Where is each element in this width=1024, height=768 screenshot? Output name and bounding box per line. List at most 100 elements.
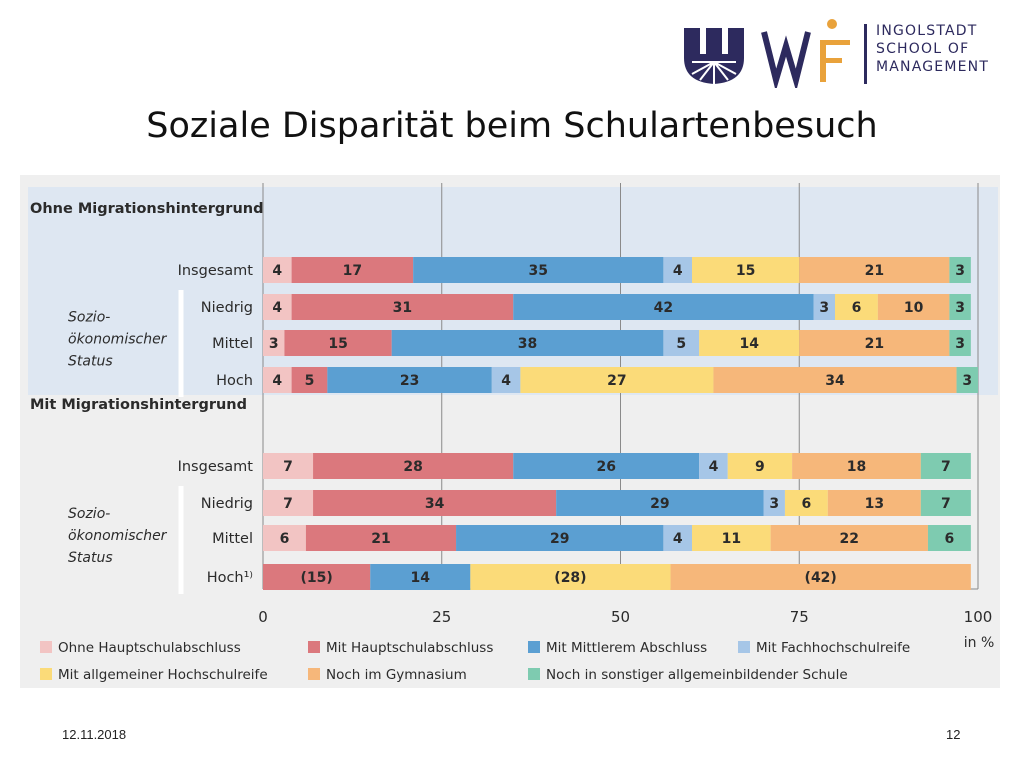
bar-segment (513, 294, 814, 320)
status-sublabel: Status (68, 354, 113, 370)
status-sublabel: Sozio- (68, 506, 110, 522)
x-tick-label: 25 (432, 608, 451, 626)
legend-label: Mit Fachhochschulreife (756, 640, 910, 656)
wif-monogram (761, 19, 850, 88)
bar-segment (263, 257, 292, 283)
bar-segment (713, 367, 957, 393)
data-label: 3 (955, 336, 965, 352)
bar-segment (949, 330, 971, 356)
bar-segment (263, 525, 306, 551)
data-label: 7 (283, 496, 293, 512)
legend-swatch (528, 641, 540, 653)
bar-segment (763, 490, 785, 516)
footer-date: 12.11.2018 (62, 727, 127, 742)
data-label: 3 (955, 300, 965, 316)
x-tick-label: 100 (964, 608, 993, 626)
bar-segment (927, 525, 971, 551)
data-label: 4 (272, 263, 282, 279)
data-label: 15 (736, 263, 755, 279)
row-label: Hoch (216, 373, 253, 389)
bar-segment (920, 490, 971, 516)
data-label: 3 (962, 373, 972, 389)
shield-icon (684, 28, 744, 84)
data-label: 5 (676, 336, 686, 352)
bar-segment (263, 453, 314, 479)
data-label: 6 (280, 531, 290, 547)
data-label: 27 (607, 373, 626, 389)
bar-segment (920, 453, 971, 479)
x-tick-label: 75 (790, 608, 809, 626)
data-label: 29 (550, 531, 569, 547)
x-tick-label: 50 (611, 608, 630, 626)
data-label: 42 (654, 300, 673, 316)
bar-segment (263, 564, 371, 590)
bar-segment (556, 490, 764, 516)
data-label: 4 (673, 263, 683, 279)
bar-segment (784, 490, 828, 516)
data-label: 38 (518, 336, 537, 352)
bar-segment (327, 367, 492, 393)
data-label: 34 (825, 373, 845, 389)
legend-swatch (308, 641, 320, 653)
data-label: 4 (501, 373, 511, 389)
bar-segment (699, 330, 800, 356)
data-label: 22 (840, 531, 859, 547)
data-label: 4 (272, 300, 282, 316)
x-tick-label: 0 (258, 608, 268, 626)
row-label: Niedrig (201, 300, 253, 316)
data-label: 11 (722, 531, 741, 547)
data-label: 6 (802, 496, 812, 512)
bar-segment (813, 294, 835, 320)
bar-segment (692, 525, 771, 551)
status-sublabel: Status (68, 550, 113, 566)
bar-segment (263, 490, 314, 516)
logo-wordmark: INGOLSTADT SCHOOL OF MANAGEMENT (876, 22, 1006, 76)
data-label: 3 (819, 300, 829, 316)
bar-segment (692, 257, 800, 283)
data-label: 21 (371, 531, 390, 547)
data-label: 7 (283, 459, 293, 475)
bar-segment (456, 525, 664, 551)
data-label: 4 (673, 531, 683, 547)
bar-segment (770, 525, 928, 551)
legend-label: Mit Hauptschulabschluss (326, 640, 493, 656)
page-number: 12 (946, 727, 961, 742)
legend-swatch (528, 668, 540, 680)
legend-label: Ohne Hauptschulabschluss (58, 640, 241, 656)
data-label: 34 (425, 496, 445, 512)
legend-label: Noch im Gymnasium (326, 667, 467, 683)
group-band-background (28, 187, 998, 395)
row-label: Mittel (212, 531, 253, 547)
data-label: 17 (343, 263, 362, 279)
chart-panel: 0 25 50 75 100 in % Ohne Migrationshintergrund… (20, 175, 1000, 688)
data-label: 10 (904, 300, 924, 316)
data-label: 28 (403, 459, 422, 475)
data-label: 4 (709, 459, 719, 475)
data-label: 3 (769, 496, 779, 512)
data-label: 15 (328, 336, 347, 352)
data-label: 23 (400, 373, 419, 389)
data-label: 4 (272, 373, 282, 389)
row-label: Insgesamt (178, 459, 254, 475)
logo-line: SCHOOL OF (876, 41, 970, 57)
bar-segment (391, 330, 664, 356)
legend-swatch (308, 668, 320, 680)
bar-segment (827, 490, 921, 516)
bar-segment (799, 330, 950, 356)
bar-segment (413, 257, 664, 283)
legend-swatch (738, 641, 750, 653)
bar-segment (291, 294, 514, 320)
bar-segment (799, 257, 950, 283)
bar-segment (313, 490, 557, 516)
legend-swatch (40, 641, 52, 653)
data-label: 6 (945, 531, 955, 547)
group-title: Mit Migrationshintergrund (30, 397, 247, 413)
legend-label: Noch in sonstiger allgemeinbildender Sch… (546, 667, 848, 683)
row-label: Hoch¹⁾ (207, 570, 253, 586)
bar-segment (491, 367, 521, 393)
legend-swatch (40, 668, 52, 680)
bar-segment (263, 294, 292, 320)
bar-segment (792, 453, 921, 479)
data-label: 21 (865, 336, 884, 352)
data-label: 5 (305, 373, 315, 389)
